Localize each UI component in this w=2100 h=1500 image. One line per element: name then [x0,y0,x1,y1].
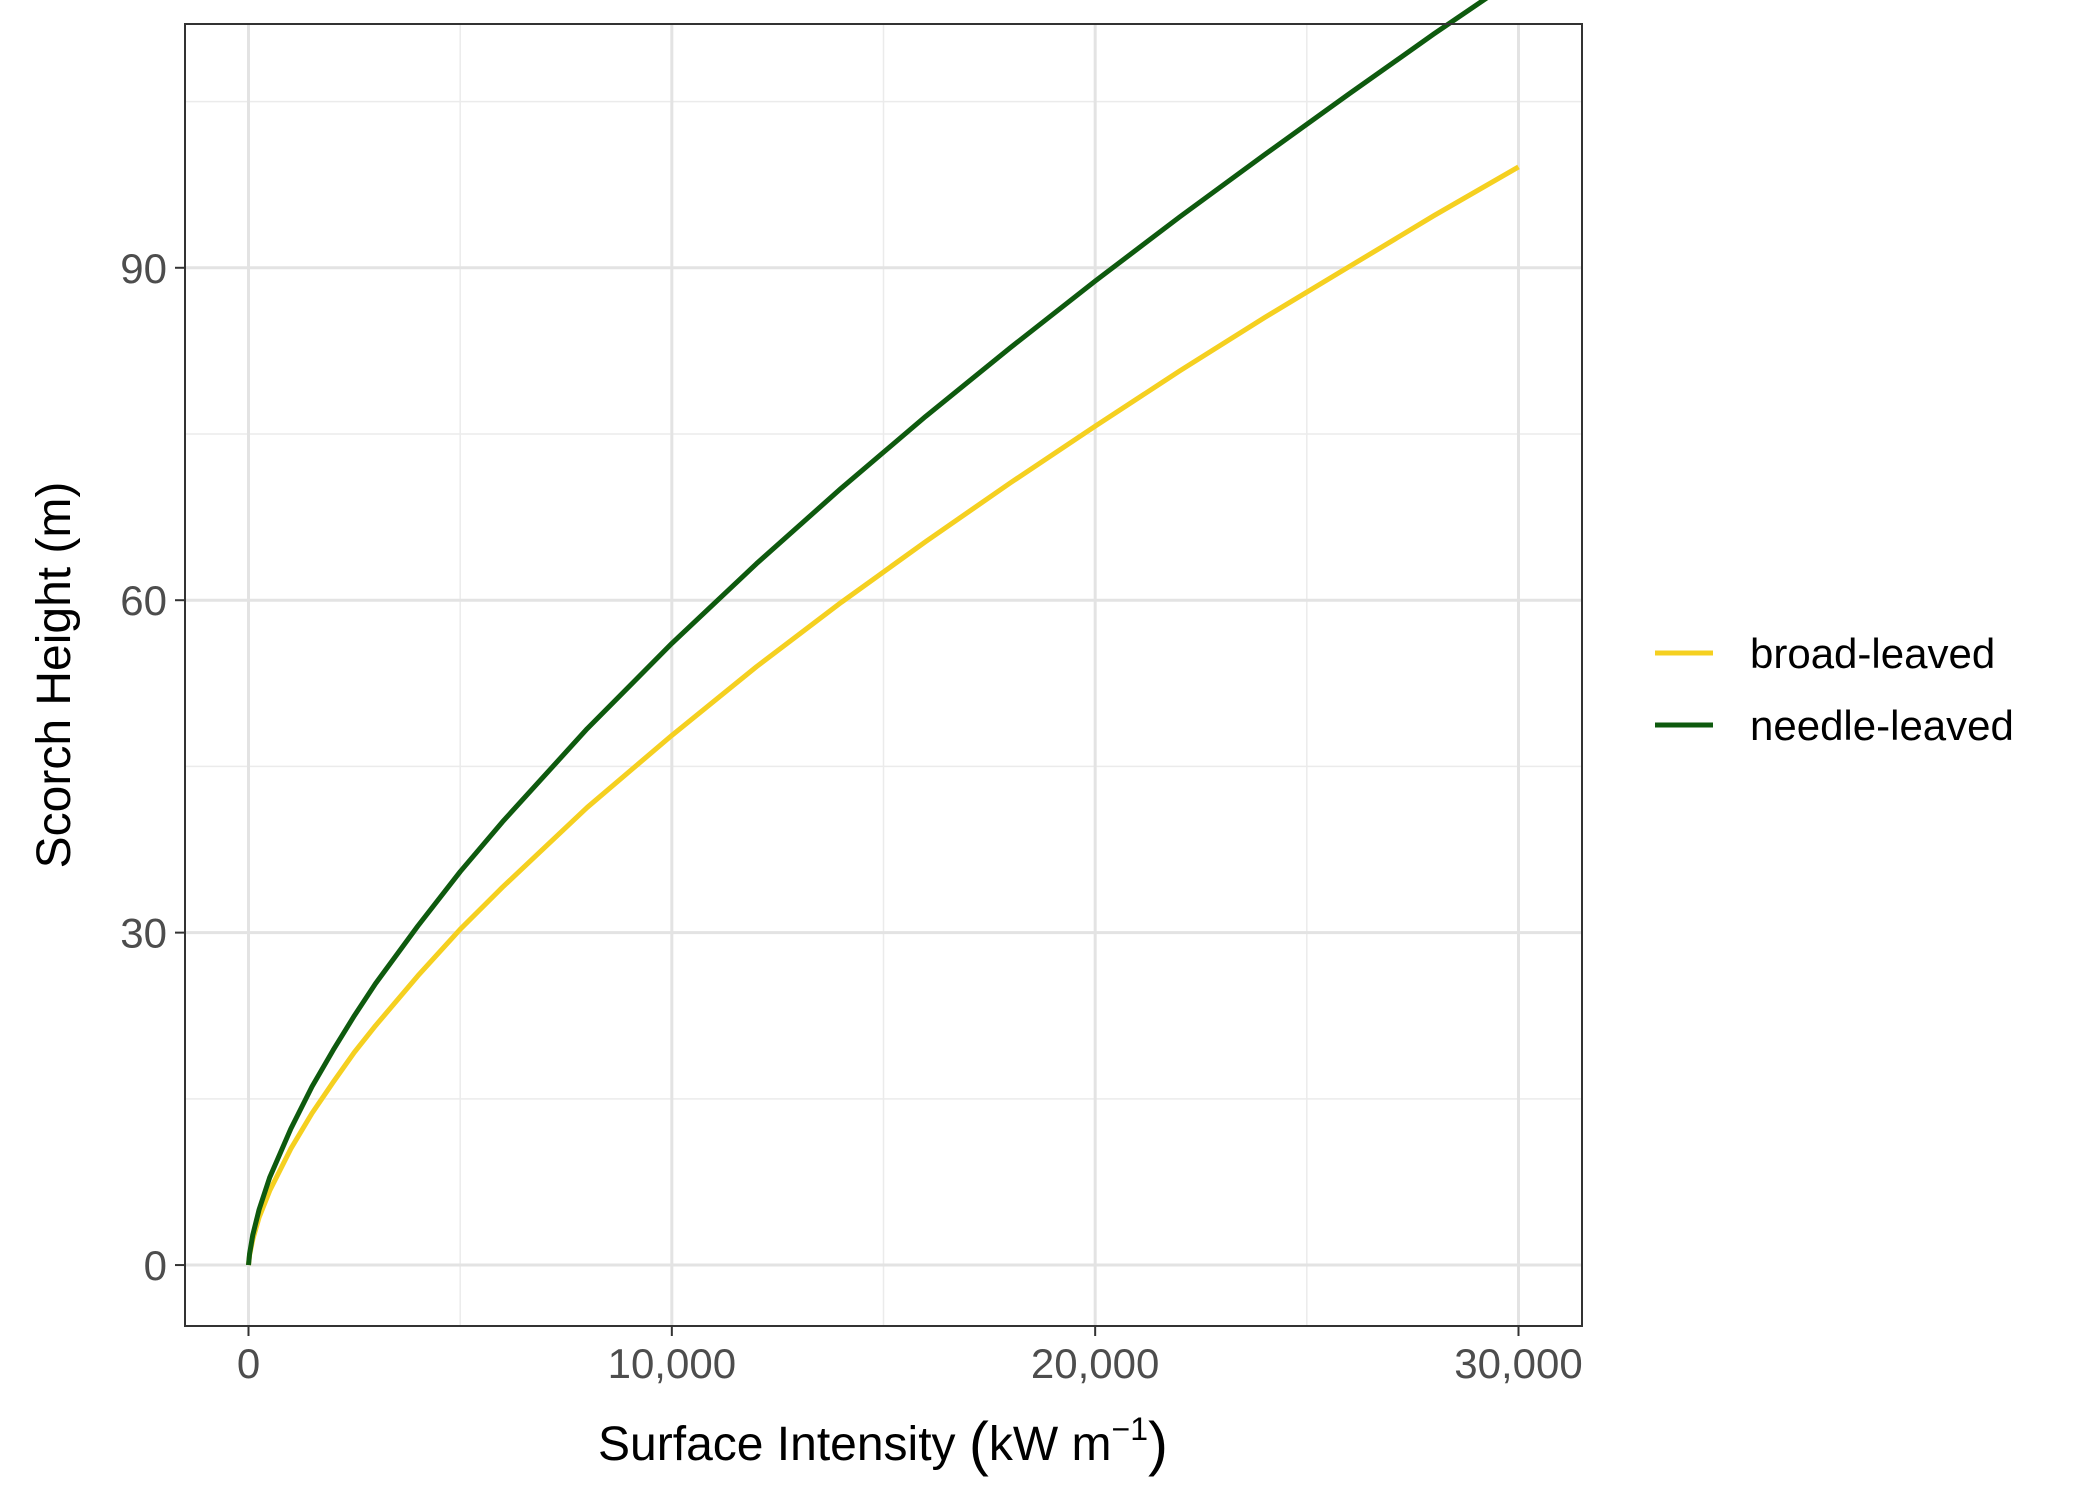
x-axis-title-main: Surface Intensity [598,1418,969,1471]
x-axis-title-unit: kW m [989,1418,1112,1471]
x-axis-title: Surface Intensity (kW m−1) [598,1410,1168,1477]
y-tick-label: 30 [120,910,167,957]
legend-label-needle-leaved: needle-leaved [1750,702,2014,749]
legend: broad-leaved needle-leaved [1655,630,2014,749]
x-tick-label: 0 [237,1340,260,1387]
x-axis-title-unit-exponent: −1 [1112,1411,1148,1447]
y-axis-title: Scorch Height (m) [28,482,81,869]
y-tick-label: 90 [120,245,167,292]
y-tick-label: 0 [144,1242,167,1289]
x-tick-label: 30,000 [1454,1340,1582,1387]
x-axis-title-paren-open: ( [969,1410,989,1477]
x-axis-title-paren-close: ) [1148,1410,1168,1477]
series-line-needle-leaved [246,0,1489,1266]
series-lines [246,0,1520,1266]
series-line-broad-leaved [246,164,1520,1266]
x-tick-label: 20,000 [1031,1340,1159,1387]
plot-panel-border [184,23,1583,1327]
y-tick-label: 60 [120,577,167,624]
minor-gridlines [185,24,1582,1326]
x-axis-ticks: 0 10,000 20,000 30,000 [237,1326,1583,1387]
major-gridlines [185,24,1582,1326]
legend-label-broad-leaved: broad-leaved [1750,630,1995,677]
x-tick-label: 10,000 [608,1340,736,1387]
y-axis-ticks: 0 30 60 90 [120,245,185,1289]
